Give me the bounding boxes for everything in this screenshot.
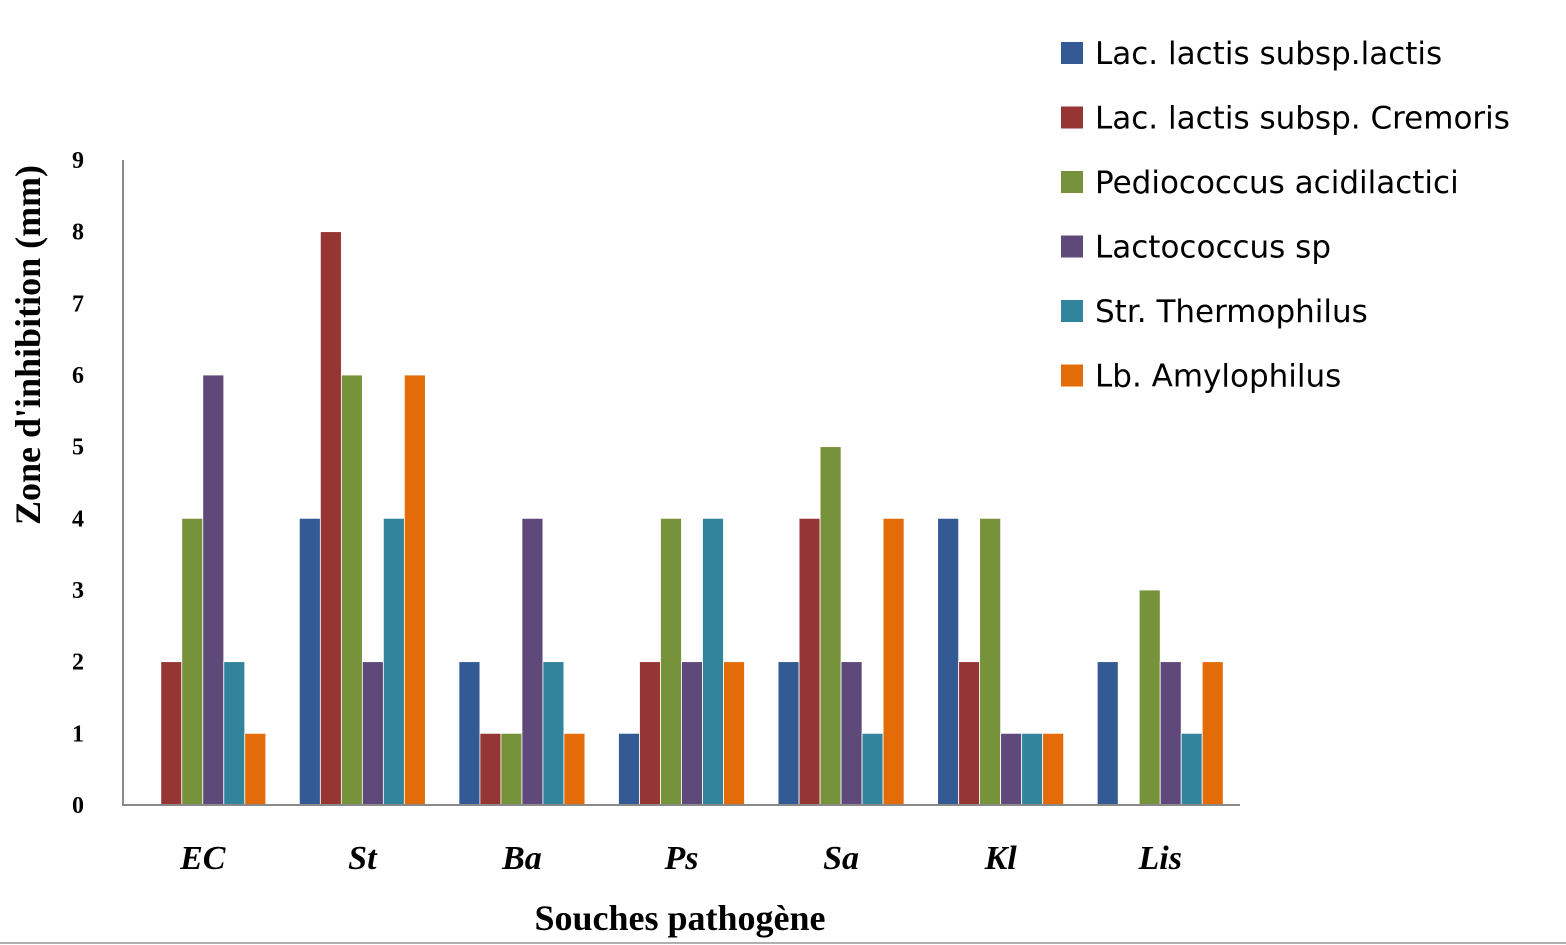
bar-Kl-series-2 <box>958 661 981 806</box>
bar-Sa-series-4 <box>840 661 863 806</box>
bar-Ba-series-1 <box>458 661 481 806</box>
x-tick-label: Kl <box>984 840 1018 877</box>
bar-Ps-series-4 <box>681 661 703 806</box>
x-tick-label: St <box>348 840 378 877</box>
bar-Kl-series-6 <box>1042 732 1065 806</box>
bar-Lis-series-1 <box>1096 661 1119 806</box>
legend-label: Lac. lactis subsp.lactis <box>1095 36 1442 72</box>
x-tick-label: Ba <box>501 840 542 877</box>
legend: Lac. lactis subsp.lactis Lac. lactis subs… <box>1061 36 1510 395</box>
bar-Sa-series-2 <box>798 517 821 806</box>
bar-Ba-series-6 <box>563 732 586 806</box>
bar-St-series-5 <box>382 517 405 806</box>
bar-Sa-series-6 <box>882 517 905 806</box>
legend-swatch <box>1061 300 1083 322</box>
y-tick-label: 6 <box>72 363 84 389</box>
y-tick-label: 5 <box>72 435 84 461</box>
y-tick-label: 9 <box>72 148 84 174</box>
bar-Sa-series-5 <box>861 732 884 806</box>
bar-EC-series-5 <box>223 661 246 806</box>
bar-St-series-1 <box>298 517 321 806</box>
bar-Ba-series-4 <box>521 517 544 806</box>
bar-Lis-series-5 <box>1180 732 1203 806</box>
x-tick-label: Lis <box>1137 840 1181 877</box>
legend-label: Pediococcus acidilactici <box>1095 165 1459 201</box>
y-tick-label: 1 <box>72 721 84 747</box>
legend-label: Lac. lactis subsp. Cremoris <box>1095 101 1510 137</box>
bar-Sa-series-1 <box>777 661 800 806</box>
legend-label: Lb. Amylophilus <box>1095 359 1341 395</box>
bar-Ps-series-6 <box>723 661 745 806</box>
x-tick-labels: EC St Ba Ps Sa Kl Lis <box>179 840 1182 877</box>
y-axis-title: Zone d'inhibition (mm) <box>8 165 48 525</box>
bar-Kl-series-3 <box>979 517 1002 806</box>
bar-Ps-series-3 <box>660 517 682 806</box>
legend-swatch <box>1061 171 1083 193</box>
y-tick-label: 3 <box>72 578 84 604</box>
bar-Lis-series-6 <box>1201 661 1224 806</box>
y-tick-label: 2 <box>72 650 84 676</box>
bar-EC-series-6 <box>244 732 267 806</box>
bar-Kl-series-4 <box>1000 732 1023 806</box>
legend-label: Str. Thermophilus <box>1095 294 1368 330</box>
bar-Sa-series-3 <box>819 446 842 806</box>
bar-St-series-4 <box>361 661 384 806</box>
bar-St-series-3 <box>340 374 363 806</box>
x-tick-label: EC <box>179 840 226 877</box>
y-tick-label: 0 <box>72 793 84 819</box>
bar-St-series-2 <box>319 231 342 806</box>
x-tick-label: Sa <box>823 840 859 877</box>
legend-swatch <box>1061 42 1083 64</box>
bar-Lis-series-3 <box>1138 589 1161 806</box>
bar-Ps-series-2 <box>639 661 661 806</box>
bar-Ps-series-1 <box>618 732 640 806</box>
y-tick-labels: 0 1 2 3 4 5 6 7 8 9 <box>72 148 84 819</box>
bar-Ba-series-3 <box>500 732 523 806</box>
legend-swatch <box>1061 364 1083 387</box>
legend-swatch <box>1061 106 1083 129</box>
bar-Kl-series-1 <box>937 517 960 806</box>
bar-St-series-6 <box>403 374 426 806</box>
y-tick-label: 8 <box>72 220 84 246</box>
bar-Ba-series-2 <box>479 732 502 806</box>
bar-Ba-series-5 <box>542 661 565 806</box>
bar-Kl-series-5 <box>1021 732 1044 806</box>
bar-Lis-series-4 <box>1159 661 1182 806</box>
bar-EC-series-4 <box>202 374 225 806</box>
y-tick-label: 4 <box>72 506 84 532</box>
x-axis-title: Souches pathogène <box>534 898 825 938</box>
bars-group <box>160 231 1224 806</box>
bar-EC-series-3 <box>181 517 204 806</box>
bar-Ps-series-5 <box>702 517 724 806</box>
y-tick-label: 7 <box>72 291 84 317</box>
x-tick-label: Ps <box>664 840 699 877</box>
legend-label: Lactococcus sp <box>1095 230 1331 266</box>
legend-swatch <box>1061 235 1083 258</box>
bar-EC-series-2 <box>160 661 183 806</box>
